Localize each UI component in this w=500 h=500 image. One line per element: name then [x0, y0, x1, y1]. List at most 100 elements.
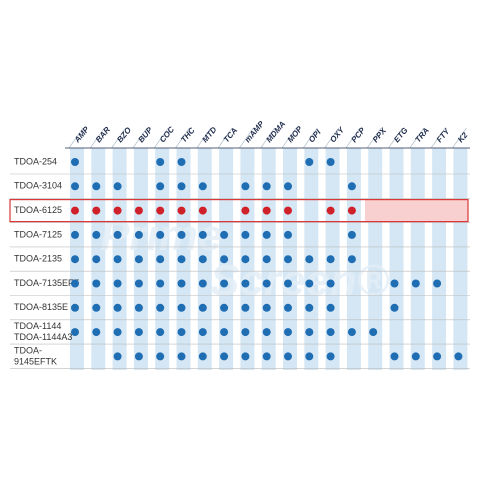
- test-dot: [411, 279, 420, 288]
- test-dot: [262, 255, 271, 264]
- header-divider: [366, 127, 382, 149]
- test-dot: [156, 328, 165, 337]
- test-dot: [134, 279, 143, 288]
- row-label: TDOA-: [14, 345, 42, 355]
- test-dot: [284, 182, 292, 191]
- header-divider: [132, 127, 148, 149]
- highlight-fill: [365, 199, 468, 222]
- test-dot: [284, 352, 292, 361]
- header-divider: [90, 127, 105, 149]
- test-dot: [113, 303, 122, 312]
- header-divider: [324, 127, 339, 149]
- test-dot: [284, 328, 292, 337]
- test-dot: [177, 279, 186, 288]
- column-header: FTY: [435, 126, 452, 144]
- test-dot: [326, 328, 335, 337]
- test-dot: [113, 182, 122, 191]
- test-dot: [262, 206, 271, 215]
- test-dot: [262, 303, 271, 312]
- test-dot: [134, 255, 143, 264]
- test-dot: [347, 206, 356, 215]
- row-label: TDOA-1144A3: [14, 332, 72, 342]
- test-dot: [241, 182, 250, 191]
- header-divider: [175, 127, 190, 149]
- column-header: COC: [158, 125, 176, 145]
- header-divider: [281, 127, 297, 149]
- test-dot: [113, 328, 122, 337]
- test-dot: [220, 328, 229, 337]
- test-dot: [71, 303, 79, 312]
- test-dot: [262, 230, 271, 239]
- test-dot: [92, 255, 101, 264]
- test-dot: [305, 352, 314, 361]
- test-dot: [177, 206, 186, 215]
- test-dot: [177, 352, 186, 361]
- header-divider: [409, 127, 425, 149]
- test-dot: [156, 230, 165, 239]
- column-header: PPX: [371, 126, 389, 145]
- test-dot: [305, 279, 314, 288]
- test-dot: [177, 230, 186, 239]
- test-dot: [92, 182, 101, 191]
- test-dot: [198, 182, 207, 191]
- column-header: BZO: [115, 125, 133, 144]
- test-dot: [241, 230, 250, 239]
- test-dot: [326, 352, 335, 361]
- test-dot: [284, 255, 292, 264]
- header-divider: [345, 127, 361, 149]
- column-header: BAR: [94, 125, 112, 144]
- row-label: TDOA-7125: [14, 229, 62, 239]
- test-dot: [134, 206, 143, 215]
- row-label: 9145EFTK: [14, 356, 57, 366]
- test-dot: [220, 303, 229, 312]
- header-divider: [153, 127, 169, 149]
- test-dot: [92, 230, 101, 239]
- column-header: mAMP: [243, 119, 266, 144]
- header-divider: [303, 127, 318, 149]
- header-divider: [111, 127, 126, 149]
- test-dot: [92, 303, 101, 312]
- test-dot: [71, 206, 79, 215]
- test-dot: [347, 255, 356, 264]
- test-dot: [305, 255, 314, 264]
- header-divider: [196, 127, 212, 149]
- column-header: PCP: [350, 125, 368, 144]
- watermark: Screen®: [210, 256, 390, 305]
- test-dot: [134, 328, 143, 337]
- test-dot: [326, 206, 335, 215]
- test-dot: [390, 303, 399, 312]
- row-label: TDOA-8135E: [14, 302, 68, 312]
- test-dot: [113, 255, 122, 264]
- test-dot: [198, 255, 207, 264]
- test-dot: [326, 279, 335, 288]
- test-dot: [71, 255, 79, 264]
- test-dot: [305, 328, 314, 337]
- test-dot: [134, 352, 143, 361]
- test-dot: [198, 206, 207, 215]
- test-dot: [390, 279, 399, 288]
- test-dot: [433, 352, 442, 361]
- test-dot: [220, 352, 229, 361]
- column-stripe: [453, 148, 468, 370]
- test-dot: [262, 328, 271, 337]
- test-dot: [198, 230, 207, 239]
- test-dot: [156, 182, 165, 191]
- test-dot: [347, 182, 356, 191]
- test-dot: [326, 158, 335, 166]
- header-divider: [452, 127, 467, 149]
- row-label: TDOA-3104: [14, 181, 62, 191]
- test-dot: [241, 352, 250, 361]
- column-header: TCA: [222, 126, 240, 145]
- test-dot: [92, 328, 101, 337]
- test-dot: [326, 303, 335, 312]
- row-label: TDOA-1144: [14, 321, 61, 331]
- test-dot: [71, 328, 79, 337]
- test-dot: [433, 279, 442, 288]
- test-dot: [156, 255, 165, 264]
- test-dot: [113, 206, 122, 215]
- row-label: TDOA-2135: [14, 254, 62, 264]
- row-label: TDOA-254: [14, 156, 57, 166]
- test-dot: [284, 279, 292, 288]
- header-divider: [260, 127, 275, 149]
